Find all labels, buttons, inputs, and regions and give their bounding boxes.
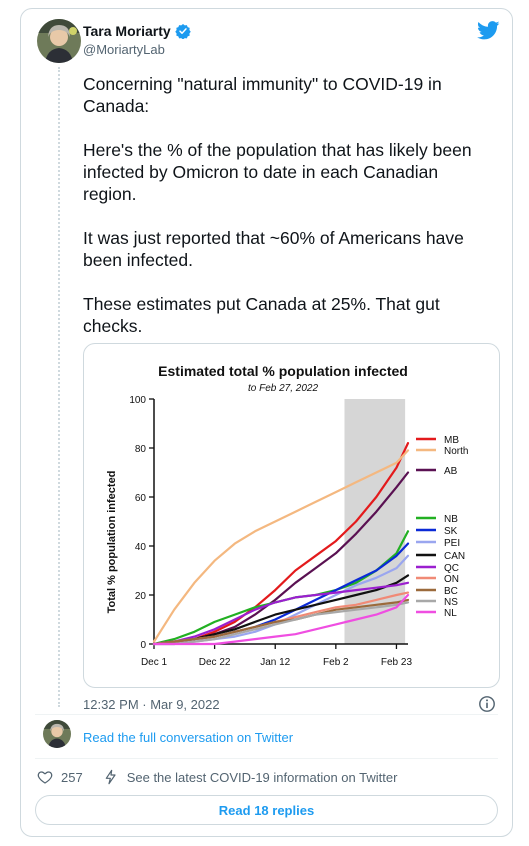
y-tick-label: 20 [135,591,147,602]
legend-label: NS [444,597,458,608]
series-line-qc [152,581,410,646]
read-replies-button[interactable]: Read 18 replies [35,795,498,825]
x-tick-label: Jan 12 [260,657,290,668]
tweet-timestamp[interactable]: 12:32 PM · Mar 9, 2022 [83,697,220,712]
chart-title: Estimated total % population infected [158,363,408,379]
author-avatar[interactable] [37,19,81,63]
x-tick-label: Feb 23 [381,657,413,668]
covid-info-link[interactable]: See the latest COVID-19 information on T… [126,769,398,785]
legend-label: AB [444,466,458,477]
author-name[interactable]: Tara Moriarty [83,23,171,39]
legend-label: ON [444,574,459,585]
author-handle[interactable]: @MoriartyLab [83,42,165,57]
x-tick-label: Feb 2 [323,657,349,668]
y-tick-label: 100 [129,395,146,406]
twitter-bird-icon[interactable] [477,21,500,40]
legend-label: MB [444,435,459,446]
lightning-icon [105,769,116,785]
legend-label: PEI [444,538,460,549]
info-icon[interactable] [478,695,496,713]
tweet-actions: 257 See the latest COVID-19 information … [37,769,397,785]
legend-label: NB [444,514,458,525]
y-axis-label: Total % population infected [106,471,118,614]
read-conversation-link[interactable]: Read the full conversation on Twitter [83,730,294,745]
author-avatar-small[interactable] [43,720,71,748]
tweet-paragraph: It was just reported that ~60% of Americ… [83,228,464,270]
series-line-ns [152,601,410,646]
tweet-paragraph: Concerning "natural immunity" to COVID-1… [83,74,442,116]
y-tick-label: 0 [140,640,146,651]
infection-chart: Estimated total % population infected to… [106,363,468,668]
thread-line [58,67,60,707]
x-tick-label: Dec 22 [199,657,231,668]
tweet-card: Tara Moriarty @MoriartyLab Concerning "n… [20,8,513,837]
legend-label: North [444,446,468,457]
legend-label: NL [444,608,457,619]
legend-label: QC [444,563,459,574]
tweet-text: Concerning "natural immunity" to COVID-1… [83,73,493,359]
tweet-paragraph: These estimates put Canada at 25%. That … [83,294,440,336]
x-tick-label: Dec 1 [141,657,168,668]
divider [35,758,498,759]
legend-label: CAN [444,551,465,562]
legend-label: SK [444,526,458,537]
like-count[interactable]: 257 [61,769,83,785]
tweet-paragraph: Here's the % of the population that has … [83,140,472,204]
chart-subtitle: to Feb 27, 2022 [248,383,318,394]
series-line-north [152,449,410,643]
legend-label: BC [444,586,458,597]
heart-icon[interactable] [37,769,53,785]
y-tick-label: 80 [135,444,147,455]
series-line-bc [152,598,410,646]
y-tick-label: 40 [135,542,147,553]
chart-image[interactable]: Estimated total % population infected to… [83,343,500,688]
verified-badge-icon [174,24,191,39]
series-line-nl [152,593,410,646]
divider [35,714,498,715]
y-tick-label: 60 [135,493,147,504]
